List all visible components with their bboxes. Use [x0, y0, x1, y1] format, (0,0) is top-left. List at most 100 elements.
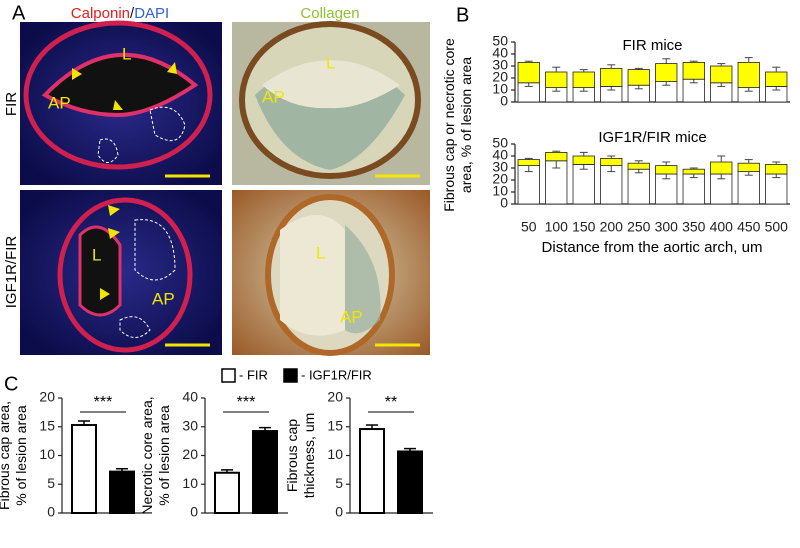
y-tick-label: 5 — [47, 475, 55, 491]
significance-label: *** — [237, 394, 256, 411]
bar-segment — [710, 65, 733, 84]
error-bar — [579, 151, 588, 156]
error-bar — [552, 150, 561, 153]
bar-segment — [545, 151, 568, 162]
y-axis-label-line: thickness, um — [301, 413, 317, 499]
image-label: AP — [152, 289, 175, 308]
chart-title: FIR mice — [623, 37, 683, 54]
error-bar — [744, 57, 753, 63]
error-bar — [524, 157, 533, 160]
stain-name: DAPI — [134, 5, 169, 22]
stain-name: Calponin — [71, 5, 130, 22]
x-tick-label: 350 — [682, 219, 706, 235]
legend-label: - IGF1R/FIR — [301, 367, 372, 382]
error-bar — [634, 160, 643, 164]
x-tick-label: 250 — [627, 219, 651, 235]
error-bar — [116, 467, 128, 472]
error-bar — [366, 424, 378, 430]
error-bar — [717, 174, 726, 180]
bar-segment — [710, 161, 733, 175]
x-axis-label: Distance from the aortic arch, um — [542, 239, 763, 256]
bar-segment — [517, 62, 540, 84]
y-tick-label: 15 — [327, 417, 343, 433]
bar-segment — [737, 62, 760, 89]
y-tick-label: 20 — [39, 389, 55, 405]
micrograph — [232, 21, 430, 185]
y-tick-label: 10 — [492, 183, 508, 199]
y-tick-label: 40 — [492, 147, 508, 163]
error-bar — [404, 447, 416, 452]
error-bar — [579, 164, 588, 170]
image-label: AP — [262, 87, 285, 106]
error-bar — [744, 87, 753, 92]
x-tick-label: 150 — [572, 219, 596, 235]
y-axis-label-line: area, % of lesion area — [458, 57, 474, 193]
error-bar — [662, 81, 671, 86]
bar-segment — [545, 71, 568, 88]
y-tick-label: 10 — [39, 446, 55, 462]
panel-label: C — [4, 373, 18, 395]
arrowheads — [72, 62, 177, 300]
separator: / — [130, 5, 135, 22]
bar-segment — [765, 163, 788, 175]
bar — [214, 471, 240, 514]
error-bar — [634, 169, 643, 174]
y-axis-label-line: % of lesion area — [156, 405, 172, 506]
bar-segment — [600, 157, 623, 166]
error-bar — [689, 174, 698, 179]
y-tick-label: 40 — [182, 389, 198, 405]
error-bar — [634, 67, 643, 70]
error-bar — [772, 86, 781, 91]
bar-segment — [765, 71, 788, 87]
error-bar — [524, 82, 533, 87]
row-label: FIR — [3, 92, 20, 116]
legend-swatch — [283, 368, 298, 383]
y-axis-label-line: Necrotic core area, — [139, 396, 155, 514]
y-axis-label-line: % of lesion area — [13, 405, 29, 506]
y-tick-label: 30 — [492, 57, 508, 73]
x-tick-label: 450 — [737, 219, 761, 235]
error-bar — [717, 82, 726, 87]
x-tick-label: 50 — [521, 219, 537, 235]
error-bar — [772, 174, 781, 179]
bar — [109, 470, 135, 515]
micrograph — [20, 20, 222, 185]
chart-title: IGF1R/FIR mice — [598, 129, 706, 146]
error-bar — [772, 66, 781, 72]
error-bar — [607, 155, 616, 159]
error-bar — [607, 165, 616, 173]
panel-label: A — [12, 2, 26, 24]
bar-segment — [682, 62, 705, 80]
error-bar — [662, 161, 671, 166]
significance-label: ** — [385, 394, 397, 411]
image-label: L — [122, 44, 131, 63]
y-tick-label: 20 — [492, 171, 508, 187]
bar-segment — [737, 162, 760, 172]
error-bar — [689, 60, 698, 63]
error-bar — [717, 155, 726, 162]
y-tick-label: 10 — [492, 81, 508, 97]
image-label: AP — [48, 93, 71, 112]
bar — [359, 428, 385, 514]
y-tick-label: 10 — [182, 475, 198, 491]
legend-swatch — [221, 368, 236, 383]
y-axis-label: Fibrous cap or necrotic corearea, % of l… — [441, 38, 474, 212]
bar — [397, 450, 423, 515]
y-axis-label-line: Fibrous cap area, — [0, 401, 12, 510]
error-bar — [78, 420, 90, 426]
bar-segment — [572, 71, 595, 88]
error-bar — [744, 171, 753, 176]
panel-label: B — [456, 4, 469, 26]
y-tick-label: 0 — [47, 504, 55, 520]
bar — [71, 424, 97, 514]
micrograph — [20, 190, 222, 355]
y-tick-label: 20 — [327, 389, 343, 405]
image-label: L — [316, 243, 325, 262]
y-tick-label: 0 — [500, 93, 508, 109]
legend-label: - FIR — [239, 367, 268, 382]
y-tick-label: 20 — [492, 69, 508, 85]
y-tick-label: 50 — [492, 135, 508, 151]
error-bar — [689, 167, 698, 170]
error-bar — [607, 86, 616, 91]
bar-segment — [572, 163, 595, 205]
